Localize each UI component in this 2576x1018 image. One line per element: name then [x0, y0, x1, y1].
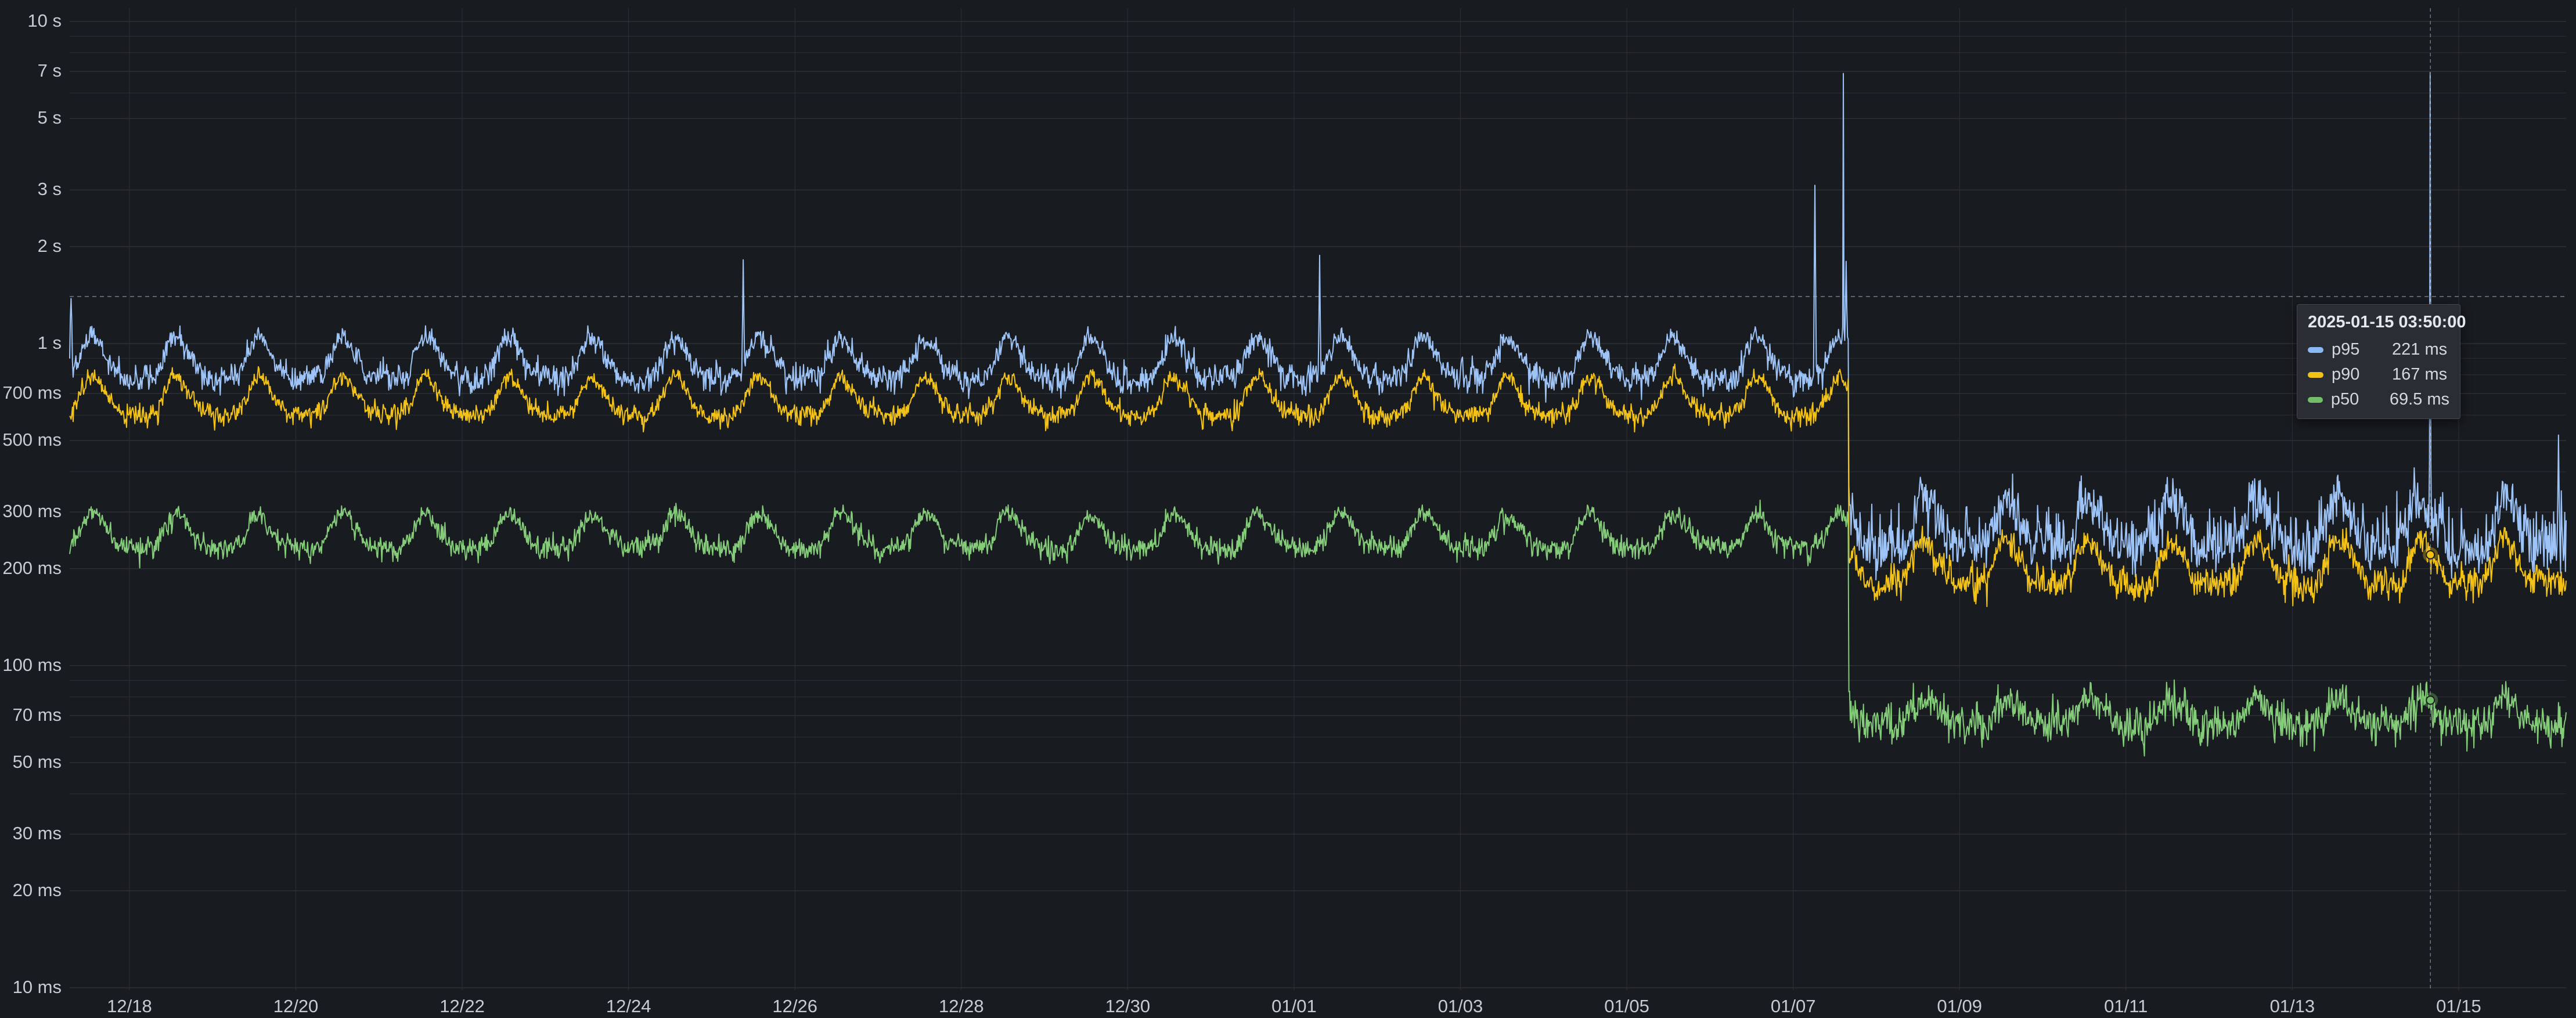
svg-text:200 ms: 200 ms — [2, 558, 62, 578]
svg-text:50 ms: 50 ms — [13, 752, 62, 772]
svg-text:300 ms: 300 ms — [2, 501, 62, 521]
svg-text:12/20: 12/20 — [273, 996, 319, 1016]
svg-text:3 s: 3 s — [38, 179, 62, 199]
svg-text:7 s: 7 s — [38, 60, 62, 81]
svg-text:01/05: 01/05 — [1604, 996, 1649, 1016]
svg-text:70 ms: 70 ms — [13, 705, 62, 725]
svg-text:01/09: 01/09 — [1937, 996, 1982, 1016]
svg-text:12/30: 12/30 — [1105, 996, 1151, 1016]
svg-text:10 ms: 10 ms — [13, 977, 62, 997]
svg-text:5 s: 5 s — [38, 107, 62, 128]
svg-text:01/01: 01/01 — [1271, 996, 1317, 1016]
svg-text:100 ms: 100 ms — [2, 655, 62, 675]
svg-text:30 ms: 30 ms — [13, 823, 62, 843]
svg-text:01/11: 01/11 — [2104, 996, 2148, 1016]
svg-text:01/03: 01/03 — [1438, 996, 1483, 1016]
svg-text:01/07: 01/07 — [1771, 996, 1816, 1016]
svg-text:10 s: 10 s — [27, 10, 62, 31]
svg-text:12/26: 12/26 — [772, 996, 817, 1016]
svg-text:12/28: 12/28 — [939, 996, 984, 1016]
svg-text:12/18: 12/18 — [107, 996, 152, 1016]
svg-text:700 ms: 700 ms — [2, 382, 62, 403]
svg-text:01/13: 01/13 — [2270, 996, 2315, 1016]
svg-text:12/24: 12/24 — [606, 996, 651, 1016]
svg-text:12/22: 12/22 — [439, 996, 485, 1016]
svg-text:1 s: 1 s — [38, 333, 62, 353]
svg-text:2 s: 2 s — [38, 236, 62, 256]
svg-text:500 ms: 500 ms — [2, 429, 62, 450]
svg-text:01/15: 01/15 — [2436, 996, 2481, 1016]
svg-text:20 ms: 20 ms — [13, 880, 62, 900]
